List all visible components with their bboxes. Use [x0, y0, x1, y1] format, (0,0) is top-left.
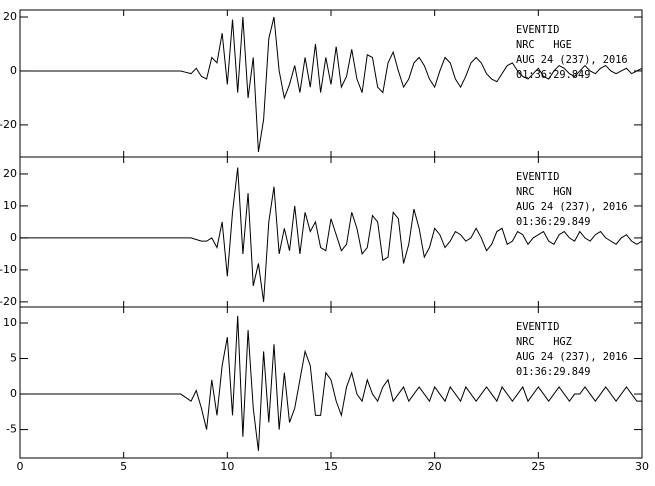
y-tick-label: 5: [10, 352, 17, 365]
waveform: [20, 167, 643, 302]
y-tick-label: -20: [0, 295, 17, 308]
annotation: AUG 24 (237), 2016: [516, 54, 628, 66]
x-tick-label: 5: [120, 460, 127, 473]
x-tick-label: 20: [428, 460, 442, 473]
x-tick-label: 15: [324, 460, 338, 473]
annotation: 01:36:29.849: [516, 216, 590, 228]
waveform: [20, 16, 643, 152]
y-tick-label: 0: [10, 64, 17, 77]
annotation: 01:36:29.849: [516, 366, 590, 378]
x-tick-label: 30: [635, 460, 649, 473]
y-tick-label: -10: [0, 263, 17, 276]
waveform: [20, 315, 642, 451]
y-tick-label: 10: [3, 199, 17, 212]
y-tick-label: 0: [10, 387, 17, 400]
y-tick-label: 0: [10, 231, 17, 244]
y-tick-label: 10: [3, 316, 17, 329]
x-tick-label: 25: [531, 460, 545, 473]
y-tick-label: 20: [3, 167, 17, 180]
annotation: NRC HGZ: [516, 336, 572, 348]
annotation: AUG 24 (237), 2016: [516, 351, 628, 363]
annotation: EVENTID: [516, 171, 559, 183]
x-tick-label: 0: [17, 460, 24, 473]
x-tick-label: 10: [220, 460, 234, 473]
y-tick-label: 20: [3, 10, 17, 23]
y-tick-label: -5: [6, 423, 17, 436]
annotation: NRC HGE: [516, 39, 572, 51]
annotation: AUG 24 (237), 2016: [516, 201, 628, 213]
annotation: EVENTID: [516, 24, 559, 36]
annotation: EVENTID: [516, 321, 559, 333]
y-tick-label: -20: [0, 118, 17, 131]
annotation: 01:36:29.849: [516, 69, 590, 81]
annotation: NRC HGN: [516, 186, 572, 198]
